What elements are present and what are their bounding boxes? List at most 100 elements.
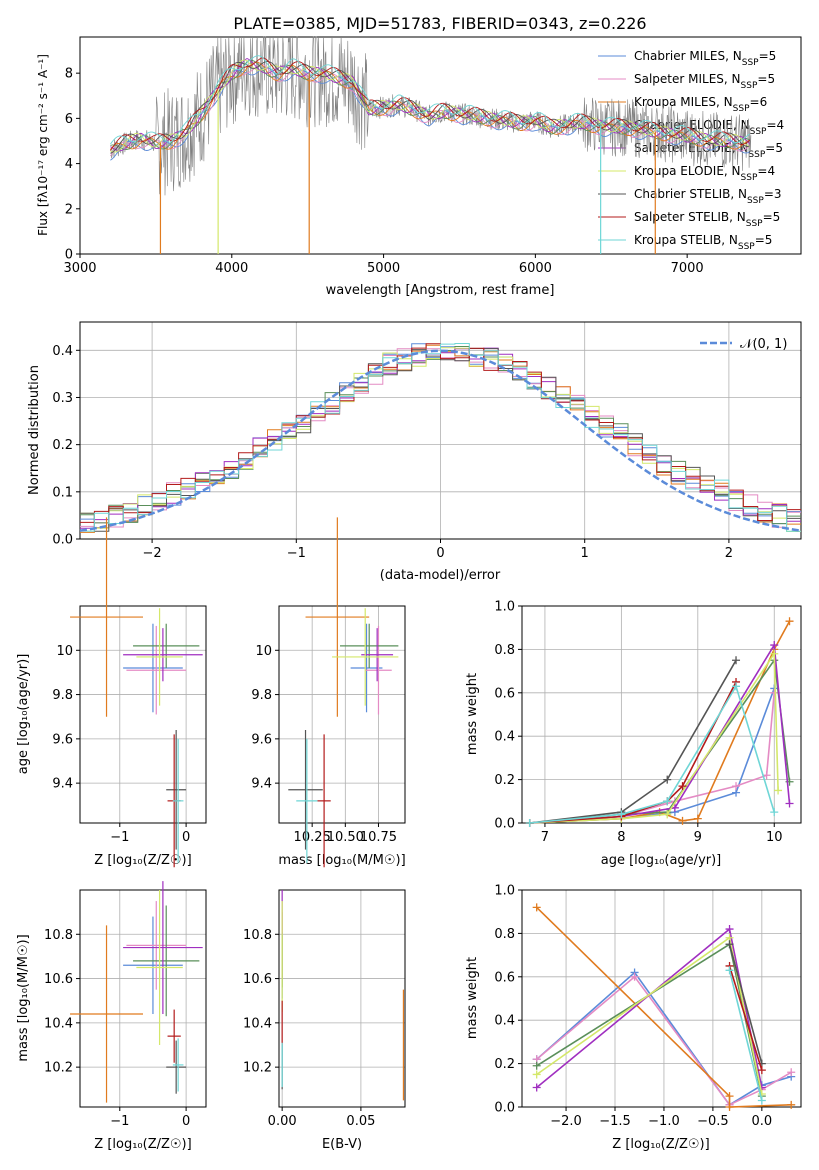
legend-label-model-1: Chabrier MILES, NSSP=5	[634, 49, 776, 68]
mass-weight-marker	[732, 682, 741, 691]
mass-weight-marker	[725, 966, 734, 975]
residual-histogram-x-tick-label: 2	[725, 546, 733, 561]
mass-weight-vs-Z-y-tick-label: 0.2	[494, 1057, 515, 1072]
mass-weight-vs-age-x-tick-label: 8	[617, 830, 625, 845]
mass-weight-marker	[770, 649, 779, 658]
mass-weight-marker	[725, 925, 734, 934]
mass-vs-Z-frame	[79, 889, 207, 1108]
spectrum-x-tick-label: 5000	[367, 261, 400, 276]
residual-histogram-x-tick-label: −1	[287, 546, 306, 561]
mass-weight-marker	[725, 1103, 734, 1111]
mass-weight-marker	[725, 1092, 734, 1101]
mass-weight-marker	[532, 1061, 541, 1070]
mass-weight-marker	[617, 810, 626, 819]
spectrum-ylabel: Flux [fλ10⁻¹⁷ erg cm⁻² s⁻¹ A⁻¹]	[36, 54, 50, 236]
spectrum-x-tick-label: 6000	[519, 261, 552, 276]
age-vs-Z-y-tick-label: 9.6	[52, 732, 73, 747]
mass-vs-Z-xlabel: Z [log₁₀(Z/Z☉)]	[94, 1137, 191, 1152]
age-vs-Z-x-tick-label: −1	[110, 830, 129, 845]
mass-weight-line-7	[728, 944, 763, 1064]
residual-histogram-x-tick-label: 0	[436, 546, 444, 561]
gaussian-curve	[79, 349, 802, 532]
mass-vs-Z-y-tick-label: 10.2	[44, 1061, 73, 1076]
spectrum-xlabel: wavelength [Angstrom, rest frame]	[326, 283, 555, 298]
mass-vs-Z-x-tick-label: −1	[110, 1114, 129, 1129]
age-vs-mass-x-tick-label: 10.25	[294, 830, 331, 845]
mass-vs-Z-x-tick-label: 0	[182, 1114, 190, 1129]
mass-weight-vs-Z-y-tick-label: 1.0	[494, 884, 515, 899]
mass-weight-vs-Z-panel: −2.0 −1.5 −1.0 −0.5 0.0 0.0 0.2 0.4 0.6 0.8 1.0 Z …	[465, 884, 802, 1152]
age-vs-Z-axes: −1 0 9.4 9.6 9.8 10	[52, 606, 206, 845]
mass-weight-marker	[663, 797, 672, 806]
mass-weight-vs-age-frame	[521, 605, 802, 824]
histogram-frame	[79, 321, 802, 540]
mass-weight-line-9	[529, 684, 775, 824]
legend-label-model-3: Kroupa MILES, NSSP=6	[634, 95, 767, 114]
mass-weight-marker	[663, 775, 672, 784]
spectrum-y-tick-label: 0	[65, 248, 73, 263]
legend-label-gaussian: 𝒩(0, 1)	[740, 337, 787, 352]
mass-weight-marker	[770, 641, 779, 650]
model-spectrum-line-1	[110, 67, 750, 161]
mass-weight-vs-age-y-tick-label: 0.6	[494, 686, 515, 701]
residual-histogram-y-tick-label: 0.2	[52, 438, 73, 453]
mass-weight-marker	[785, 617, 794, 626]
mass-weight-marker	[532, 903, 541, 912]
mass-weight-marker	[757, 1096, 766, 1105]
mass-weight-vs-Z-x-tick-label: −2.0	[550, 1114, 582, 1129]
age-vs-Z-y-tick-label: 9.4	[52, 777, 73, 792]
mass-weight-line-8	[728, 965, 763, 1071]
mass-weight-vs-age-xlabel: age [log₁₀(age/yr)]	[601, 853, 722, 868]
mass-vs-Z-ylabel: mass [log₁₀(M/M☉)]	[16, 934, 31, 1061]
residual-histogram-x-tick-label: 1	[581, 546, 589, 561]
mass-weight-line-6	[536, 936, 763, 1095]
mass-weight-marker	[787, 1068, 796, 1077]
mass-weight-line-6	[529, 651, 779, 824]
mass-weight-marker	[532, 1070, 541, 1079]
age-vs-Z-ylabel: age [log₁₀(age/yr)]	[16, 654, 31, 775]
spectrum-y-tick-label: 8	[65, 67, 73, 82]
histogram-step-7	[80, 348, 801, 532]
mass-weight-vs-age-panel: 7 8 9 10 0.0 0.2 0.4 0.6 0.8 1.0 age [log₁₀(age/y…	[465, 600, 802, 868]
legend-label-model-7: Chabrier STELIB, NSSP=3	[634, 187, 782, 206]
mass-weight-line-7	[529, 659, 737, 824]
mass-weight-marker	[757, 1066, 766, 1075]
age-vs-Z-panel: −1 0 9.4 9.6 9.8 10 Z [log₁₀(Z/Z☉)] age [log₁…	[16, 517, 207, 868]
model-spectrum-line-7	[110, 61, 750, 154]
age-vs-mass-x-tick-label: 10.50	[327, 830, 364, 845]
observed-spectrum-line	[110, 36, 752, 196]
mass-weight-line-3	[529, 620, 791, 824]
spectrum-frame	[79, 36, 802, 255]
mass-weight-marker	[630, 972, 639, 981]
spectrum-x-tick-label: 3000	[63, 261, 96, 276]
mass-vs-ebv-y-tick-label: 10.2	[243, 1061, 272, 1076]
mass-vs-Z-y-tick-label: 10.6	[44, 972, 73, 987]
mass-weight-vs-Z-x-tick-label: 0.0	[751, 1114, 772, 1129]
mass-weight-line-9	[728, 970, 763, 1101]
mass-vs-Z-y-tick-label: 10.4	[44, 1016, 73, 1031]
age-vs-mass-y-tick-label: 9.8	[251, 688, 272, 703]
age-vs-Z-y-tick-label: 10	[56, 644, 73, 659]
histogram-xlabel: (data-model)/error	[380, 568, 501, 583]
mass-weight-marker	[525, 819, 534, 827]
age-vs-Z-frame	[79, 605, 207, 824]
age-vs-mass-y-tick-label: 9.4	[251, 777, 272, 792]
age-vs-Z-x-tick-label: 0	[182, 830, 190, 845]
mass-weight-vs-age-x-tick-label: 7	[541, 830, 549, 845]
model-spectrum-line-4	[110, 59, 750, 150]
mass-weight-marker	[774, 786, 783, 795]
mass-weight-marker	[785, 799, 794, 808]
mass-weight-marker	[732, 782, 741, 791]
mass-weight-marker	[663, 810, 672, 819]
mass-weight-vs-age-ylabel: mass weight	[465, 673, 480, 755]
legend-label-model-5: Salpeter ELODIE, NSSP=5	[634, 141, 783, 160]
mass-weight-marker	[732, 656, 741, 665]
mass-vs-Z-panel: −1 0 10.2 10.4 10.6 10.8 Z [log₁₀(Z/Z☉)] mass…	[16, 881, 207, 1152]
histogram-ylabel: Normed distribution	[27, 365, 42, 495]
mass-weight-vs-Z-y-tick-label: 0.8	[494, 927, 515, 942]
residual-histogram-y-tick-label: 0.1	[52, 485, 73, 500]
mass-weight-marker	[678, 816, 687, 825]
